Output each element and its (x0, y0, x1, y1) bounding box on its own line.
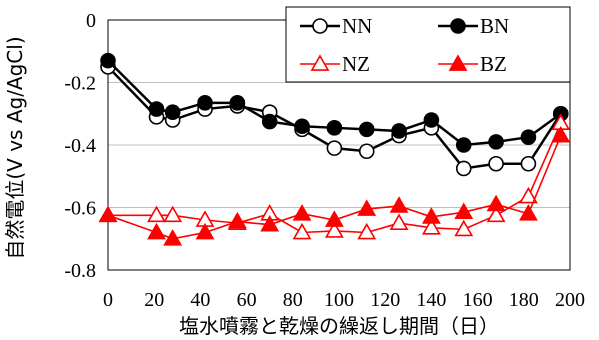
data-point-bn (423, 112, 440, 128)
x-tick-label: 0 (103, 289, 113, 311)
legend-item-nn: NN (300, 14, 372, 38)
x-tick-label: 60 (237, 289, 257, 311)
data-point-bn (261, 113, 278, 130)
data-point-bn (520, 129, 537, 145)
data-point-bz (551, 125, 571, 143)
data-point-nn (358, 143, 375, 160)
x-tick-label: 180 (509, 289, 539, 311)
data-point-nz (163, 205, 183, 223)
x-tick-label: 100 (324, 289, 354, 311)
legend-item-bz: BZ (438, 52, 507, 76)
data-point-bz (421, 207, 441, 224)
legend-label: BN (480, 14, 509, 38)
data-point-bz (486, 194, 506, 212)
data-point-bn (164, 104, 181, 120)
x-tick-labels: 0 20 40 60 80 100 120 140 160 180 200 (103, 289, 585, 311)
data-point-bn (100, 52, 116, 69)
data-point-bz (454, 202, 474, 220)
data-point-bn (294, 118, 310, 135)
data-point-bz (98, 205, 118, 223)
legend-label: NN (342, 14, 372, 38)
data-point-nn (455, 160, 472, 177)
y-tick-labels: 0 -0.2 -0.4 -0.6 -0.8 (64, 10, 96, 282)
series-layer (98, 52, 571, 246)
data-point-nz (454, 219, 474, 237)
data-point-bn (391, 123, 407, 139)
data-point-bz (227, 211, 247, 229)
y-tick-label: -0.8 (64, 260, 96, 282)
data-point-bz (163, 229, 183, 246)
data-point-nz (147, 205, 166, 223)
series-nz (98, 113, 571, 240)
legend-box (285, 6, 571, 83)
x-tick-label: 40 (190, 289, 210, 311)
data-point-nz (324, 221, 344, 238)
data-point-nn (520, 155, 537, 172)
data-point-bz (260, 215, 280, 232)
data-point-bz (324, 210, 344, 227)
x-axis-title: 塩水噴霧と乾燥の繰返し期間（日） (179, 314, 499, 338)
data-point-nn (488, 155, 504, 172)
data-point-bn (488, 134, 504, 150)
legend-item-nz: NZ (300, 52, 370, 76)
x-tick-label: 200 (555, 289, 585, 311)
legend-marker (310, 54, 330, 71)
y-tick-label: -0.6 (64, 198, 96, 220)
x-tick-label: 140 (416, 289, 446, 311)
x-tick-label: 20 (144, 289, 164, 311)
x-tick-label: 120 (370, 289, 400, 311)
legend-marker (450, 18, 466, 34)
data-point-bn (197, 95, 213, 111)
legend-label: BZ (480, 52, 507, 76)
data-point-bz (147, 222, 166, 240)
legend-marker (448, 54, 468, 71)
y-tick-label: 0 (86, 10, 96, 32)
legend-marker (312, 18, 328, 34)
data-point-bn (229, 95, 246, 111)
data-point-nz (486, 205, 506, 223)
data-point-nz (292, 222, 312, 240)
series-bn (100, 52, 569, 153)
data-point-bn (358, 121, 375, 138)
data-point-bn (455, 137, 472, 153)
series-bz (98, 125, 571, 246)
data-point-nn (326, 140, 343, 156)
legend-item-bn: BN (438, 14, 509, 38)
legend-label: NZ (342, 52, 370, 76)
data-point-bz (292, 204, 312, 221)
data-point-nz (357, 222, 377, 240)
legend: NN BN NZ BZ (285, 6, 571, 83)
data-point-bz (195, 222, 215, 240)
x-tick-label: 160 (463, 289, 493, 311)
y-axis-title: 自然電位(V vs Ag/AgCl) (3, 36, 27, 259)
data-point-bz (518, 204, 538, 221)
data-point-bz (389, 196, 409, 213)
x-tick-label: 80 (283, 289, 303, 311)
data-point-bz (357, 199, 377, 216)
data-point-nz (389, 213, 409, 230)
data-point-nz (518, 186, 538, 204)
y-tick-label: -0.2 (64, 73, 96, 95)
y-tick-label: -0.4 (64, 135, 96, 157)
data-point-bn (148, 101, 165, 117)
data-point-bn (326, 120, 343, 136)
data-point-nz (421, 218, 441, 235)
